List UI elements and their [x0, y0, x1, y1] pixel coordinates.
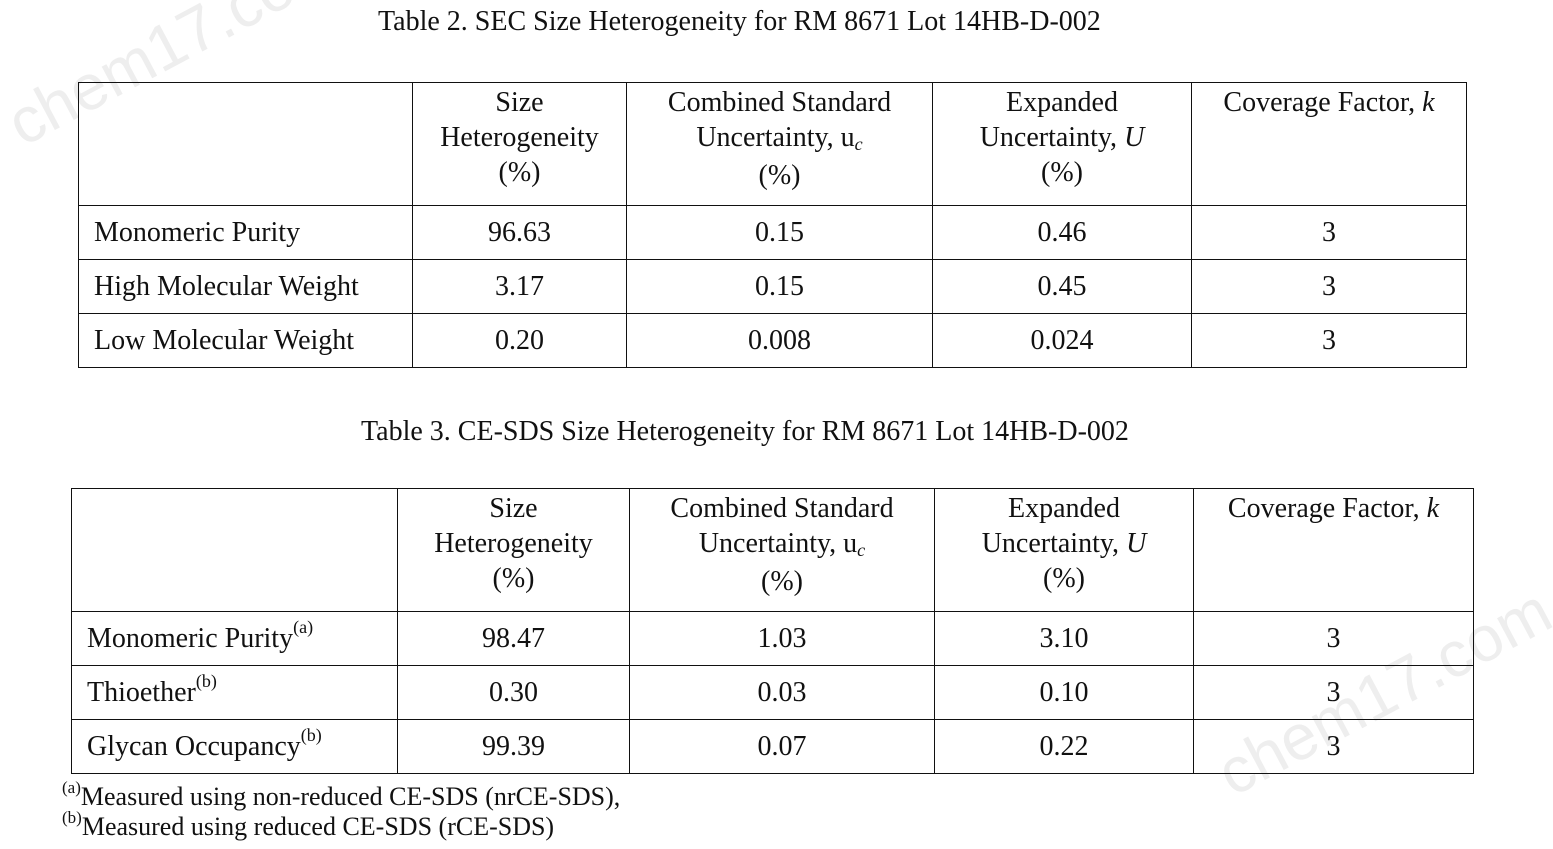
cell-combined-uncertainty: 0.07 — [629, 719, 935, 774]
header-size-heterogeneity: Size Heterogeneity (%) — [412, 82, 627, 206]
footnote-mark: (b) — [195, 670, 217, 691]
table-2: Size Heterogeneity (%) Combined Standard… — [78, 82, 1467, 368]
table-row: Monomeric Purity(a) 98.47 1.03 3.10 3 — [71, 611, 1474, 666]
footnote-mark: (a) — [293, 616, 314, 637]
cell-coverage-factor: 3 — [1191, 313, 1467, 368]
table-row: Monomeric Purity 96.63 0.15 0.46 3 — [78, 205, 1467, 260]
header-coverage-factor: Coverage Factor, k — [1191, 82, 1467, 206]
cell-combined-uncertainty: 1.03 — [629, 611, 935, 666]
cell-combined-uncertainty: 0.008 — [626, 313, 933, 368]
header-expanded-uncertainty: Expanded Uncertainty, U (%) — [932, 82, 1192, 206]
header-size-heterogeneity: Size Heterogeneity (%) — [397, 488, 630, 612]
row-label: Low Molecular Weight — [78, 313, 413, 368]
header-empty — [71, 488, 398, 612]
cell-size-heterogeneity: 0.30 — [397, 665, 630, 720]
cell-combined-uncertainty: 0.15 — [626, 259, 933, 314]
row-label: Thioether(b) — [71, 665, 398, 720]
header-expanded-uncertainty: Expanded Uncertainty, U (%) — [934, 488, 1194, 612]
cell-expanded-uncertainty: 0.45 — [932, 259, 1192, 314]
row-label: High Molecular Weight — [78, 259, 413, 314]
cell-coverage-factor: 3 — [1191, 205, 1467, 260]
cell-size-heterogeneity: 99.39 — [397, 719, 630, 774]
cell-coverage-factor: 3 — [1191, 259, 1467, 314]
table-row: High Molecular Weight 3.17 0.15 0.45 3 — [78, 259, 1467, 314]
cell-size-heterogeneity: 98.47 — [397, 611, 630, 666]
table-header-row: Size Heterogeneity (%) Combined Standard… — [71, 488, 1474, 612]
footnote-b: (b)Measured using reduced CE-SDS (rCE-SD… — [62, 808, 555, 841]
header-combined-uncertainty: Combined Standard Uncertainty, uc (%) — [626, 82, 933, 206]
row-label: Glycan Occupancy(b) — [71, 719, 398, 774]
cell-combined-uncertainty: 0.15 — [626, 205, 933, 260]
row-label: Monomeric Purity(a) — [71, 611, 398, 666]
table-3: Size Heterogeneity (%) Combined Standard… — [71, 488, 1474, 774]
cell-coverage-factor: 3 — [1193, 665, 1474, 720]
cell-size-heterogeneity: 0.20 — [412, 313, 627, 368]
cell-expanded-uncertainty: 0.024 — [932, 313, 1192, 368]
header-combined-uncertainty: Combined Standard Uncertainty, uc (%) — [629, 488, 935, 612]
table-row: Thioether(b) 0.30 0.03 0.10 3 — [71, 665, 1474, 720]
cell-expanded-uncertainty: 3.10 — [934, 611, 1194, 666]
cell-coverage-factor: 3 — [1193, 611, 1474, 666]
table-2-caption: Table 2. SEC Size Heterogeneity for RM 8… — [378, 6, 1101, 37]
table-header-row: Size Heterogeneity (%) Combined Standard… — [78, 82, 1467, 206]
cell-expanded-uncertainty: 0.46 — [932, 205, 1192, 260]
table-row: Low Molecular Weight 0.20 0.008 0.024 3 — [78, 313, 1467, 368]
row-label: Monomeric Purity — [78, 205, 413, 260]
cell-expanded-uncertainty: 0.22 — [934, 719, 1194, 774]
table-row: Glycan Occupancy(b) 99.39 0.07 0.22 3 — [71, 719, 1474, 774]
header-empty — [78, 82, 413, 206]
cell-coverage-factor: 3 — [1193, 719, 1474, 774]
header-coverage-factor: Coverage Factor, k — [1193, 488, 1474, 612]
cell-expanded-uncertainty: 0.10 — [934, 665, 1194, 720]
cell-combined-uncertainty: 0.03 — [629, 665, 935, 720]
cell-size-heterogeneity: 3.17 — [412, 259, 627, 314]
footnote-mark: (b) — [300, 724, 322, 745]
table-3-caption: Table 3. CE-SDS Size Heterogeneity for R… — [361, 416, 1129, 447]
footnote-a: (a)Measured using non-reduced CE-SDS (nr… — [62, 778, 621, 811]
cell-size-heterogeneity: 96.63 — [412, 205, 627, 260]
